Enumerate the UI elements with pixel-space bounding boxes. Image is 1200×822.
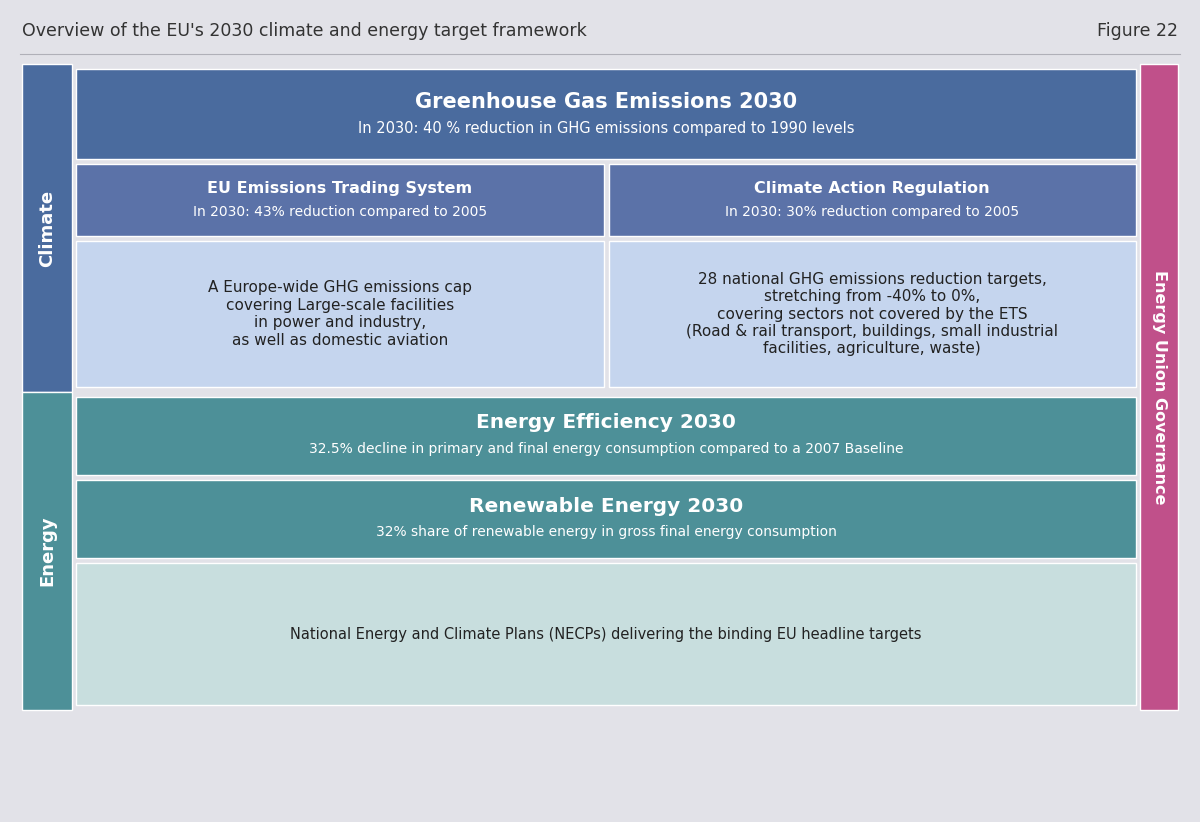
Text: Greenhouse Gas Emissions 2030: Greenhouse Gas Emissions 2030 [415,92,797,112]
Text: Climate Action Regulation: Climate Action Regulation [755,182,990,196]
Text: 32.5% decline in primary and final energy consumption compared to a 2007 Baselin: 32.5% decline in primary and final energ… [308,442,904,456]
Text: Renewable Energy 2030: Renewable Energy 2030 [469,496,743,515]
Bar [608,241,1136,387]
Text: Energy: Energy [38,515,56,586]
Text: EU Emissions Trading System: EU Emissions Trading System [208,182,473,196]
Bar [1140,64,1178,710]
Bar [76,69,1136,159]
Text: 28 national GHG emissions reduction targets,
stretching from -40% to 0%,
coverin: 28 national GHG emissions reduction targ… [686,272,1058,356]
Bar [76,241,604,387]
Bar [76,480,1136,558]
Text: In 2030: 43% reduction compared to 2005: In 2030: 43% reduction compared to 2005 [193,205,487,219]
Bar [76,397,1136,475]
Text: Overview of the EU's 2030 climate and energy target framework: Overview of the EU's 2030 climate and en… [22,22,587,40]
Bar [76,164,604,236]
Text: Figure 22: Figure 22 [1097,22,1178,40]
Text: Energy Efficiency 2030: Energy Efficiency 2030 [476,413,736,432]
Text: In 2030: 30% reduction compared to 2005: In 2030: 30% reduction compared to 2005 [725,205,1019,219]
Bar [76,563,1136,705]
Text: 32% share of renewable energy in gross final energy consumption: 32% share of renewable energy in gross f… [376,525,836,539]
Bar [22,64,72,392]
Bar [22,392,72,710]
Text: Energy Union Governance: Energy Union Governance [1152,270,1166,504]
Bar [608,164,1136,236]
Text: Climate: Climate [38,189,56,266]
Text: A Europe-wide GHG emissions cap
covering Large-scale facilities
in power and ind: A Europe-wide GHG emissions cap covering… [208,280,472,348]
Text: In 2030: 40 % reduction in GHG emissions compared to 1990 levels: In 2030: 40 % reduction in GHG emissions… [358,121,854,136]
Text: National Energy and Climate Plans (NECPs) delivering the binding EU headline tar: National Energy and Climate Plans (NECPs… [290,626,922,641]
